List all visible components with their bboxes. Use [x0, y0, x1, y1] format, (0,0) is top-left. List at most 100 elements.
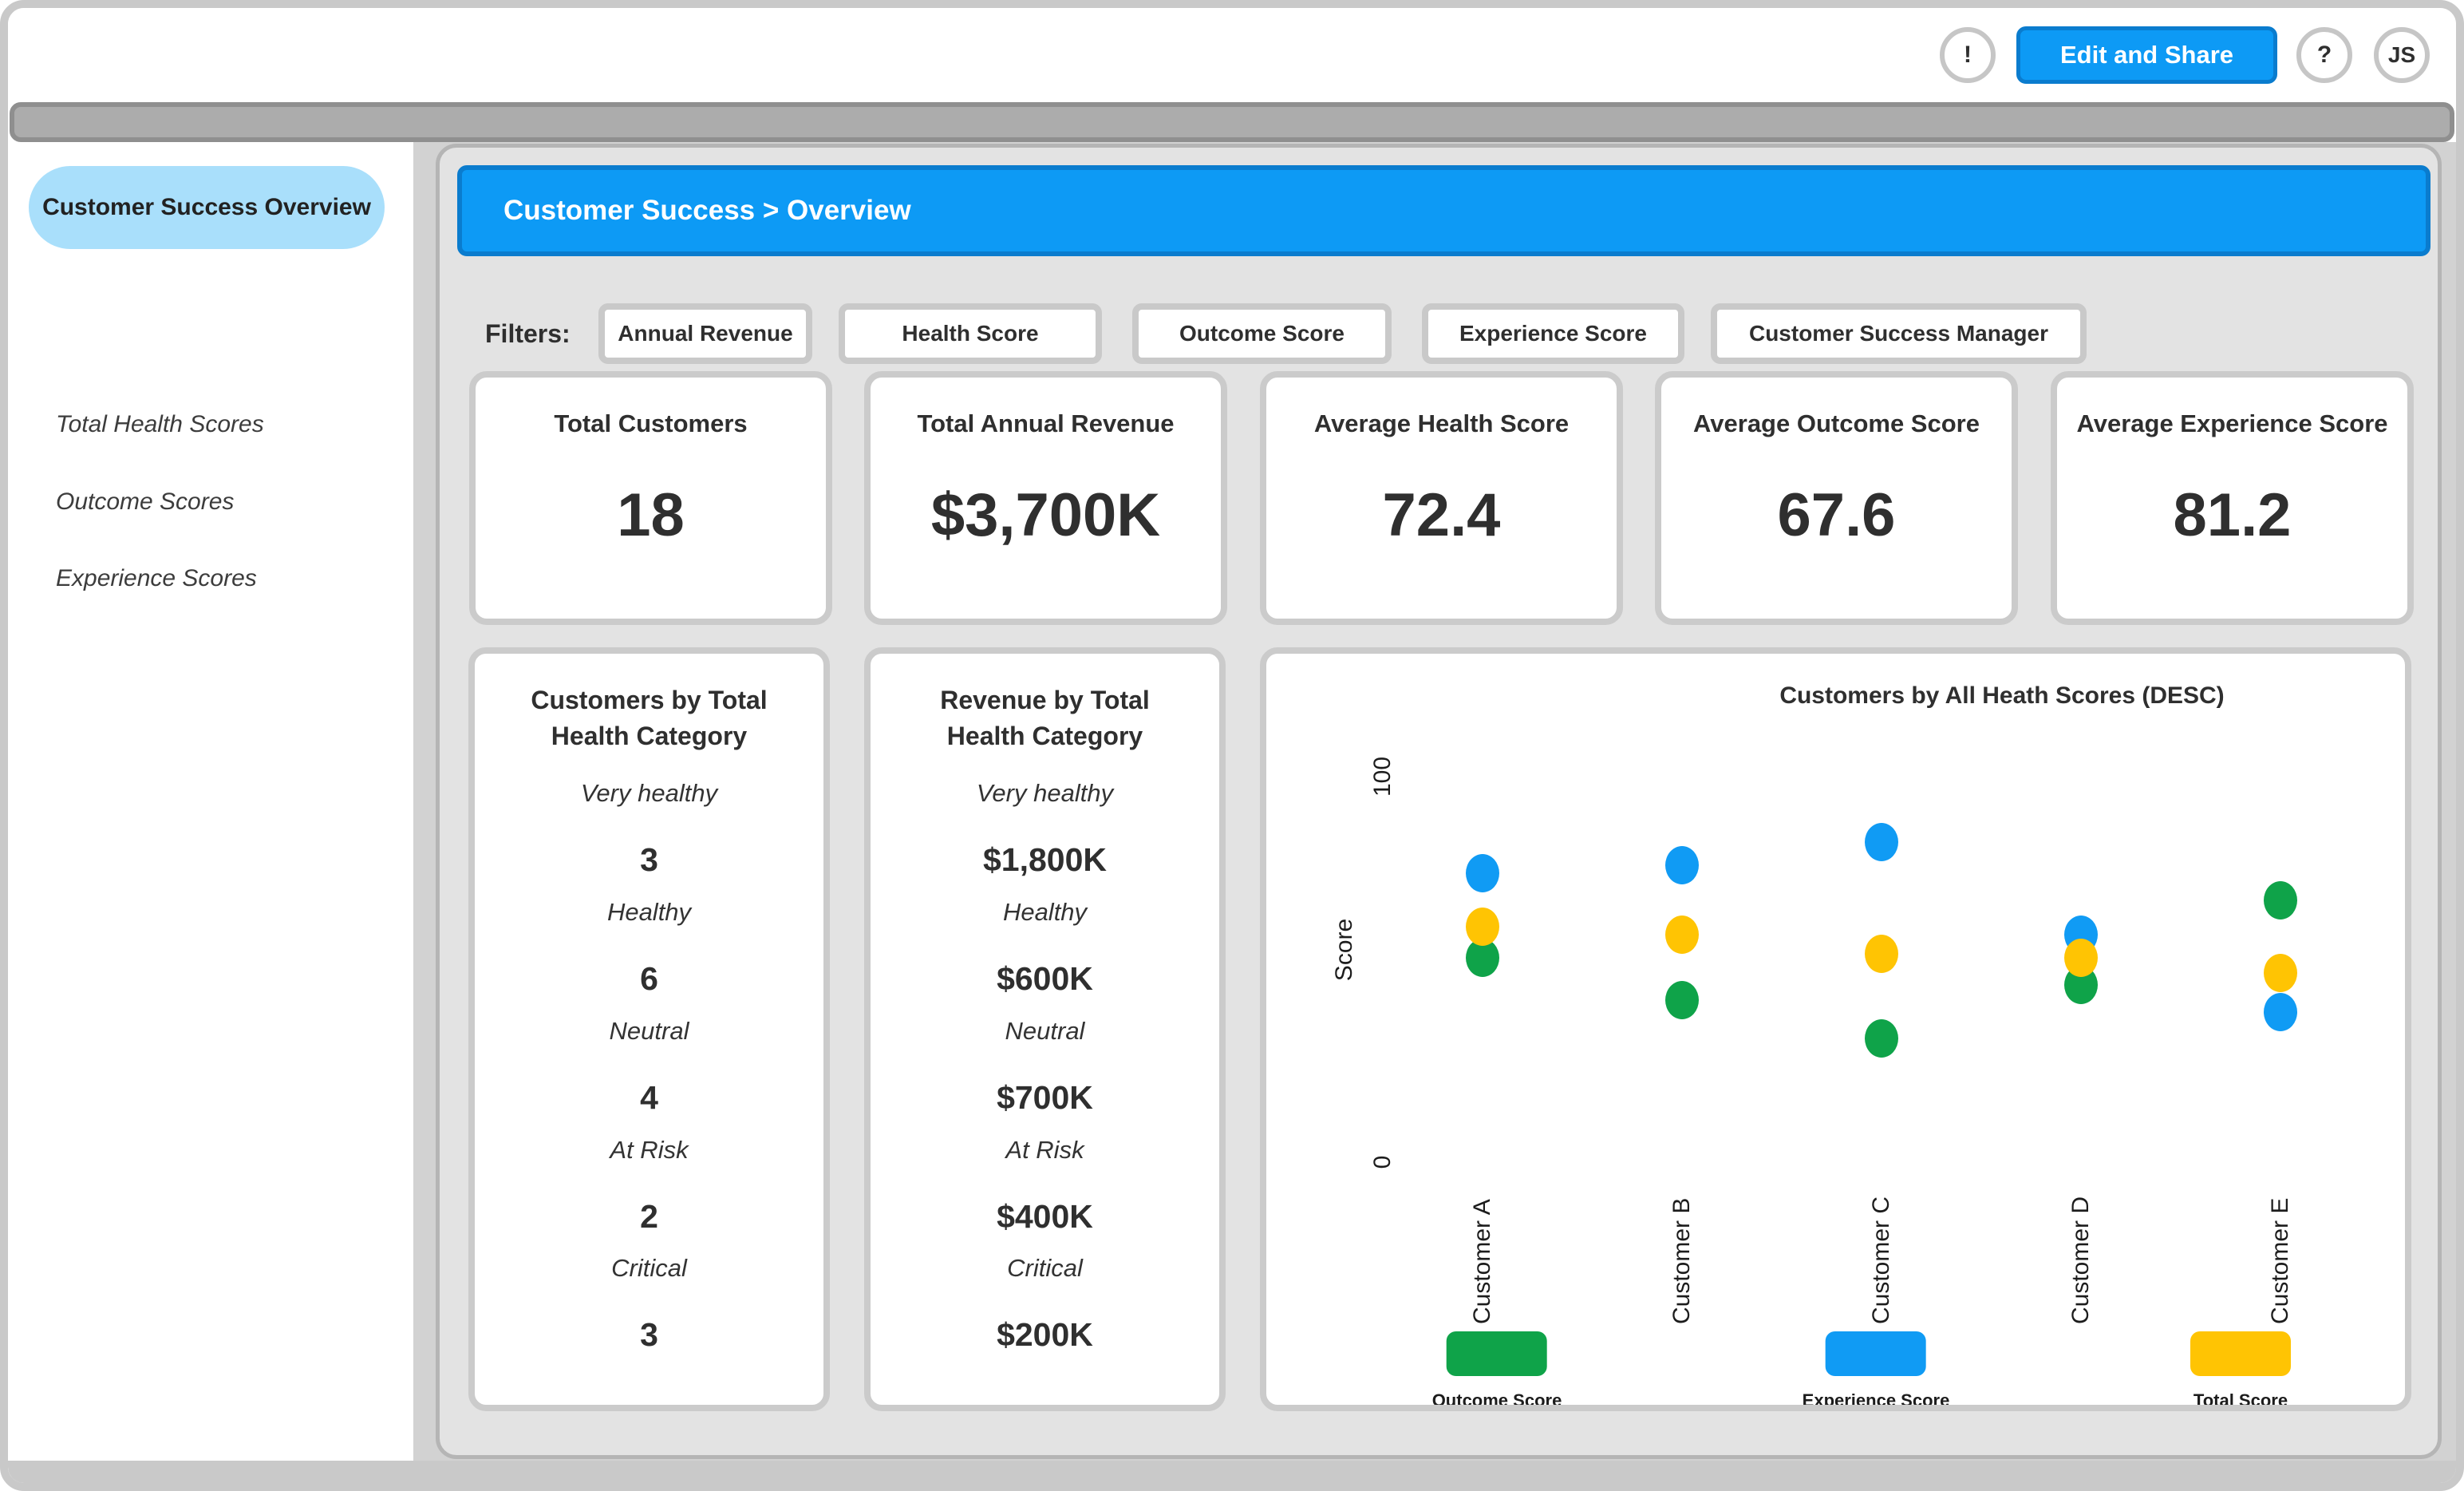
category-group: Neutral 4 — [610, 1017, 689, 1117]
kpi-value: 72.4 — [1382, 481, 1501, 549]
category-value: $400K — [997, 1197, 1093, 1235]
category-value: 3 — [640, 1316, 658, 1354]
category-group: Critical 3 — [611, 1254, 687, 1354]
category-value: 4 — [640, 1078, 658, 1116]
avatar-initials: JS — [2387, 42, 2416, 67]
category-label: Critical — [611, 1254, 687, 1283]
chart-title: Customers by All Heath Scores (DESC) — [1779, 682, 2225, 709]
help-button[interactable]: ? — [2296, 27, 2352, 83]
sidebar-item-customer-success-overview[interactable]: Customer Success Overview — [29, 166, 385, 249]
kpi-title: Average Outcome Score — [1693, 409, 1980, 437]
alert-button[interactable]: ! — [1940, 27, 1996, 83]
dot-total-score-customer-b — [1665, 916, 1699, 955]
window-footer — [8, 1461, 2456, 1483]
category-value: 6 — [640, 960, 658, 998]
filter-annual-revenue[interactable]: Annual Revenue — [598, 303, 812, 364]
legend-swatch — [2190, 1331, 2291, 1376]
dot-total-score-customer-d — [2064, 939, 2098, 977]
y-axis-tick-0: 0 — [1369, 1155, 1396, 1169]
category-group: Critical $200K — [997, 1254, 1093, 1354]
category-value: $700K — [997, 1078, 1093, 1116]
dot-experience-score-customer-b — [1665, 846, 1699, 885]
kpi-value: 67.6 — [1777, 481, 1896, 549]
legend-swatch — [1825, 1331, 1926, 1376]
category-label: Very healthy — [580, 779, 718, 808]
sidebar-item-experience-scores[interactable]: Experience Scores — [56, 565, 257, 591]
x-axis-label-customer-a: Customer A — [1469, 1199, 1495, 1324]
kpi-title: Average Experience Score — [2076, 409, 2388, 437]
scatter-chart-card: Customers by All Heath Scores (DESC) 100… — [1260, 647, 2411, 1411]
legend-item-outcome-score: Outcome Score — [1431, 1331, 1562, 1410]
card-title: Customers by Total Health Category — [531, 686, 768, 750]
dot-outcome-score-customer-b — [1665, 981, 1699, 1020]
y-axis-tick-100: 100 — [1369, 756, 1396, 797]
filter-outcome-score[interactable]: Outcome Score — [1132, 303, 1392, 364]
category-value: $1,800K — [982, 841, 1107, 879]
top-bar: ! Edit and Share ? JS — [8, 8, 2456, 97]
avatar[interactable]: JS — [2374, 27, 2430, 83]
filter-experience-score[interactable]: Experience Score — [1422, 303, 1684, 364]
kpi-card-average-health-score: Average Health Score 72.4 — [1260, 371, 1623, 625]
category-label: Healthy — [1002, 898, 1088, 927]
card-customers-by-total-health-category: Customers by Total Health Category Very h… — [468, 647, 830, 1411]
dot-outcome-score-customer-e — [2264, 880, 2297, 920]
kpi-card-average-outcome-score: Average Outcome Score 67.6 — [1655, 371, 2018, 625]
kpi-value: $3,700K — [930, 481, 1161, 549]
category-value: $200K — [997, 1316, 1093, 1354]
category-group: Very healthy 3 — [581, 779, 717, 879]
kpi-card-average-experience-score: Average Experience Score 81.2 — [2051, 371, 2414, 625]
dot-experience-score-customer-c — [1865, 823, 1898, 862]
dot-total-score-customer-c — [1865, 935, 1898, 974]
card-rows: Very healthy 3 Healthy 6 Neutral 4 At Risk 2 Cri… — [491, 761, 808, 1373]
kpi-card-total-customers: Total Customers 18 — [469, 371, 832, 625]
category-label: At Risk — [1005, 1135, 1084, 1164]
category-group: Neutral $700K — [997, 1017, 1093, 1117]
kpi-card-total-annual-revenue: Total Annual Revenue $3,700K — [864, 371, 1227, 625]
x-axis-label-customer-d: Customer D — [2067, 1196, 2094, 1324]
legend-label: Outcome Score — [1431, 1390, 1562, 1410]
category-value: 2 — [640, 1197, 658, 1235]
category-value: $600K — [997, 960, 1093, 998]
x-axis-label-customer-b: Customer B — [1668, 1197, 1695, 1324]
category-group: Healthy $600K — [997, 898, 1093, 998]
card-title: Revenue by Total Health Category — [940, 686, 1150, 750]
question-icon: ? — [2316, 42, 2332, 68]
x-axis-label-customer-c: Customer C — [1868, 1196, 1894, 1324]
legend-swatch — [1446, 1331, 1547, 1376]
dot-total-score-customer-a — [1466, 908, 1499, 947]
category-label: Neutral — [609, 1016, 689, 1045]
sidebar-item-total-health-scores[interactable]: Total Health Scores — [56, 411, 264, 437]
kpi-value: 81.2 — [2173, 481, 2292, 549]
y-axis-label: Score — [1331, 918, 1357, 982]
category-group: At Risk $400K — [997, 1136, 1093, 1236]
category-label: Critical — [1007, 1254, 1083, 1283]
card-rows: Very healthy $1,800K Healthy $600K Neutral $7… — [886, 761, 1203, 1373]
legend-label: Experience Score — [1802, 1390, 1950, 1410]
legend-item-experience-score: Experience Score — [1802, 1331, 1950, 1410]
filter-health-score[interactable]: Health Score — [839, 303, 1102, 364]
x-axis-label-customer-e: Customer E — [2267, 1197, 2293, 1324]
sidebar-item-outcome-scores[interactable]: Outcome Scores — [56, 488, 235, 515]
kpi-title: Total Annual Revenue — [917, 409, 1175, 437]
filter-customer-success-manager[interactable]: Customer Success Manager — [1711, 303, 2087, 364]
category-label: Very healthy — [976, 779, 1114, 808]
dot-experience-score-customer-e — [2264, 992, 2297, 1031]
category-value: 3 — [640, 841, 658, 879]
legend-label: Total Score — [2193, 1390, 2288, 1410]
category-group: At Risk 2 — [610, 1136, 688, 1236]
dot-outcome-score-customer-c — [1865, 1019, 1898, 1058]
dot-experience-score-customer-a — [1466, 853, 1499, 892]
card-revenue-by-total-health-category: Revenue by Total Health Category Very hea… — [864, 647, 1226, 1411]
category-label: At Risk — [610, 1135, 689, 1164]
category-group: Healthy 6 — [607, 898, 691, 998]
alert-icon: ! — [1964, 42, 1972, 68]
kpi-value: 18 — [617, 481, 685, 549]
legend-item-total-score: Total Score — [2190, 1331, 2291, 1410]
filters-label: Filters: — [485, 318, 571, 348]
edit-and-share-button[interactable]: Edit and Share — [2016, 26, 2277, 84]
sidebar: Customer Success Overview Total Health Sc… — [8, 142, 413, 1477]
toolbar-divider — [10, 102, 2454, 142]
breadcrumb-header: Customer Success > Overview — [457, 165, 2430, 256]
kpi-title: Average Health Score — [1313, 409, 1570, 437]
